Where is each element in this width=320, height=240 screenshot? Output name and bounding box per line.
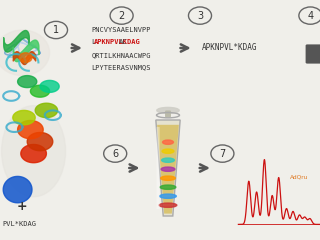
Polygon shape <box>21 144 46 163</box>
Ellipse shape <box>19 53 32 62</box>
Polygon shape <box>3 176 32 203</box>
Text: 7: 7 <box>219 149 226 159</box>
Text: APKNPVLKDAG: APKNPVLKDAG <box>93 40 140 46</box>
Polygon shape <box>18 76 37 88</box>
Ellipse shape <box>160 194 176 198</box>
Ellipse shape <box>161 167 175 171</box>
Text: AdQru: AdQru <box>290 175 308 180</box>
Text: +: + <box>17 200 28 213</box>
Ellipse shape <box>162 149 174 153</box>
Ellipse shape <box>157 107 179 113</box>
Text: 6: 6 <box>112 149 118 159</box>
Text: 4: 4 <box>307 11 314 21</box>
Text: PVL*KDAG: PVL*KDAG <box>3 221 36 228</box>
Polygon shape <box>30 85 50 97</box>
Ellipse shape <box>2 106 66 197</box>
Polygon shape <box>157 125 179 214</box>
Polygon shape <box>18 120 43 139</box>
Polygon shape <box>35 103 58 118</box>
Text: 1: 1 <box>53 25 59 35</box>
Text: L: L <box>91 40 95 46</box>
Ellipse shape <box>160 185 176 189</box>
Polygon shape <box>13 110 35 125</box>
FancyBboxPatch shape <box>306 44 320 64</box>
Ellipse shape <box>163 140 173 144</box>
Text: 3: 3 <box>197 11 203 21</box>
Polygon shape <box>156 120 180 216</box>
Ellipse shape <box>0 30 50 76</box>
Text: PNCVYSAAELNVPP: PNCVYSAAELNVPP <box>91 27 151 33</box>
FancyBboxPatch shape <box>166 111 170 117</box>
Ellipse shape <box>159 203 177 207</box>
Polygon shape <box>40 80 59 92</box>
Text: LPYTEERASVNMQS: LPYTEERASVNMQS <box>91 64 151 71</box>
Text: QRTILKHNAACWPG: QRTILKHNAACWPG <box>91 52 151 58</box>
Text: 2: 2 <box>118 11 125 21</box>
Text: AC: AC <box>119 40 127 46</box>
Ellipse shape <box>162 158 174 162</box>
Polygon shape <box>27 132 53 151</box>
Ellipse shape <box>161 176 175 180</box>
Text: APKNPVL*KDAG: APKNPVL*KDAG <box>202 43 257 53</box>
FancyBboxPatch shape <box>156 127 160 209</box>
